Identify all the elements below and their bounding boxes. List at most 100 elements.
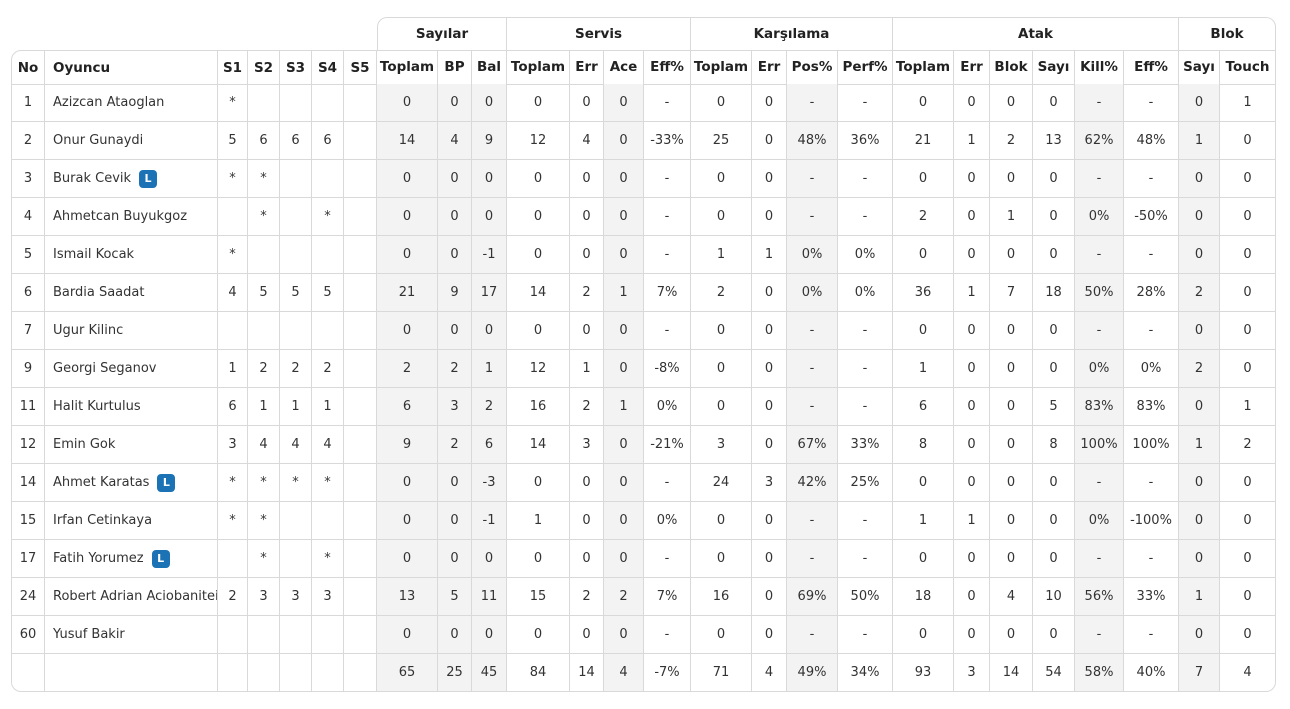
cell-text: 5 [23, 247, 33, 262]
stat-cell: 2 [1179, 274, 1220, 312]
cell-text: 1 [1194, 589, 1204, 604]
column-header: Bal [472, 50, 507, 85]
cell-text: 0 [1194, 247, 1204, 262]
stat-cell: 49% [787, 654, 838, 692]
stat-cell: - [1075, 312, 1124, 350]
stat-cell: 11 [472, 578, 507, 616]
cell-text: - [809, 209, 815, 224]
cell-text: 0 [1006, 171, 1016, 186]
libero-badge: L [139, 169, 158, 188]
cell-text: 65 [398, 665, 416, 680]
cell-text: 5 [323, 285, 332, 300]
stat-cell: - [1124, 540, 1179, 578]
cell-text: 7% [656, 285, 678, 300]
cell-text: 7 [1006, 285, 1016, 300]
cell-text: 5 [259, 285, 268, 300]
cell-text: - [664, 551, 670, 566]
stat-cell: 8 [893, 426, 954, 464]
cell-text: 15 [19, 513, 37, 528]
stat-cell: - [787, 616, 838, 654]
stat-cell: 10 [1033, 578, 1075, 616]
stat-cell: 0 [954, 312, 990, 350]
cell-text: Toplam [693, 59, 749, 75]
cell-text: Kill% [1080, 59, 1118, 75]
cell-text: 0 [619, 95, 628, 110]
stat-cell: 6 [893, 388, 954, 426]
cell-text: 0 [1006, 551, 1016, 566]
cell-text: * [229, 513, 236, 528]
cell-text: No [17, 59, 39, 76]
cell-text: 0 [967, 627, 976, 642]
cell-text: 0 [716, 323, 726, 338]
cell-text: 7 [1194, 665, 1204, 680]
player-no: 9 [11, 350, 45, 388]
stat-cell: 0 [1033, 84, 1075, 122]
stat-cell: * [248, 160, 280, 198]
cell-text: 0% [854, 247, 876, 262]
cell-text: 0 [1006, 361, 1016, 376]
cell-text: 0 [1049, 323, 1058, 338]
cell-text: 11 [480, 589, 498, 604]
cell-text: 0 [1194, 475, 1204, 490]
stat-cell: -3 [472, 464, 507, 502]
cell-text: 0 [967, 589, 976, 604]
stat-cell: 0 [570, 464, 604, 502]
cell-text: 25% [850, 475, 880, 490]
cell-text: * [260, 209, 267, 224]
stat-cell: - [1075, 160, 1124, 198]
cell-text: 0% [801, 247, 823, 262]
stat-cell: - [787, 388, 838, 426]
stat-cell: 0 [604, 464, 644, 502]
stat-cell: 4 [990, 578, 1033, 616]
player-no: 11 [11, 388, 45, 426]
cell-text: 0 [1243, 589, 1252, 604]
stat-cell: 0 [604, 84, 644, 122]
cell-text: Ismail Kocak [53, 247, 135, 262]
cell-text: 0 [619, 171, 628, 186]
stat-cell: 7% [644, 274, 691, 312]
stat-cell: 7 [1179, 654, 1220, 692]
stat-cell: 8 [1033, 426, 1075, 464]
stat-cell: 0 [752, 198, 787, 236]
column-header: S4 [312, 50, 344, 85]
cell-text: 0% [1140, 361, 1162, 376]
player-no: 24 [11, 578, 45, 616]
cell-text: 0 [582, 323, 591, 338]
player-name: Fatih Yorumez L [45, 540, 218, 578]
stat-cell: 0 [954, 426, 990, 464]
stat-cell [280, 160, 312, 198]
stat-cell: - [838, 312, 893, 350]
cell-text: 2 [582, 285, 591, 300]
cell-text: 0 [533, 475, 543, 490]
cell-text: - [862, 399, 868, 414]
cell-text: -33% [650, 133, 684, 148]
stat-cell: 0 [1220, 464, 1276, 502]
player-no: 7 [11, 312, 45, 350]
stat-cell: 1 [954, 502, 990, 540]
cell-text: 1 [967, 513, 976, 528]
stat-cell: 0 [954, 84, 990, 122]
stat-cell: 3 [248, 578, 280, 616]
stat-cell: 0 [691, 160, 752, 198]
cell-text: 56% [1084, 589, 1114, 604]
cell-text: * [229, 475, 236, 490]
column-header: Toplam [691, 50, 752, 85]
stat-cell: 1 [280, 388, 312, 426]
player-no [11, 654, 45, 692]
cell-text: 0 [619, 513, 628, 528]
cell-text: - [1148, 171, 1154, 186]
cell-text: 0 [450, 247, 459, 262]
stat-cell: 0 [472, 198, 507, 236]
cell-text: 4 [23, 209, 33, 224]
stat-cell: 1 [691, 236, 752, 274]
cell-text: 0 [619, 209, 628, 224]
cell-text: Blok [994, 59, 1028, 75]
stat-cell: * [218, 160, 248, 198]
stat-cell: 0 [752, 502, 787, 540]
cell-text: 83% [1084, 399, 1114, 414]
stat-cell: 0% [1075, 198, 1124, 236]
stat-cell [280, 616, 312, 654]
stat-cell: 0 [604, 350, 644, 388]
stat-cell: 0 [1179, 84, 1220, 122]
stat-cell: 0 [604, 312, 644, 350]
